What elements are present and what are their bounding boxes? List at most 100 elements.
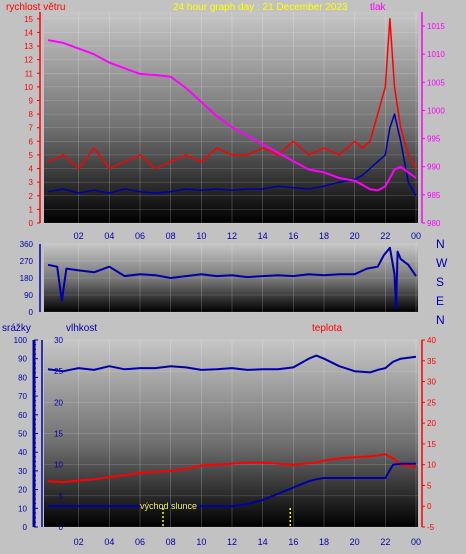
rain-tick-80: 80	[18, 373, 27, 382]
rain-tick-70: 70	[18, 392, 27, 401]
pressure-tick-1000: 1000	[427, 106, 445, 115]
hour-tick-14: 14	[258, 537, 268, 547]
hour-tick-16: 16	[288, 231, 298, 241]
compass-letter-N: N	[436, 313, 445, 327]
wind-speed-tick-8: 8	[29, 110, 34, 119]
wind-direction-series	[47, 246, 417, 310]
hour-tick-10: 10	[196, 231, 206, 241]
temperature-tick-20: 20	[427, 419, 436, 428]
pressure-tick-985: 985	[427, 191, 441, 200]
wind-direction-ticks: 0 90 180 270 360	[20, 240, 34, 317]
hour-tick-22: 22	[380, 231, 390, 241]
pressure-tick-1015: 1015	[427, 22, 445, 31]
wind-speed-tick-10: 10	[24, 83, 33, 92]
wind-direction-series	[47, 246, 417, 310]
wind-speed-tick-11: 11	[25, 69, 34, 78]
rain-ticks: 0 10 20 30 40 50 60 70 80 90 100	[14, 336, 38, 532]
wind-gust-series	[47, 18, 417, 170]
temperature-tick-35: 35	[427, 357, 436, 366]
humidity-tick-5: 5	[59, 492, 64, 501]
hour-tick-12: 12	[227, 537, 237, 547]
wind-direction-tick-0: 0	[29, 308, 34, 317]
humidity-tick-20: 20	[54, 398, 63, 407]
temperature-ticks: -5 0 5 10 15 20 25 30 35 40	[422, 336, 436, 532]
rain-tick-0: 0	[23, 523, 28, 532]
hour-tick-06: 06	[135, 537, 145, 547]
temperature-tick--5: -5	[427, 523, 435, 532]
hour-tick-20: 20	[350, 537, 360, 547]
temperature-tick-25: 25	[427, 398, 436, 407]
humidity-tick-0: 0	[59, 523, 64, 532]
rain-tick-100: 100	[14, 336, 28, 345]
rain-tick-20: 20	[18, 486, 27, 495]
wind-speed-tick-2: 2	[29, 192, 34, 201]
wind-pressure-series	[47, 18, 417, 197]
hour-tick-18: 18	[319, 231, 329, 241]
rain-tick-60: 60	[18, 411, 27, 420]
graph-title: 24 hour graph day : 21 December 2023	[173, 2, 348, 13]
temperature-tick-0: 0	[427, 502, 432, 511]
wind-pressure-grid	[44, 12, 418, 224]
hour-tick-22: 22	[380, 537, 390, 547]
wind-speed-tick-7: 7	[29, 124, 34, 133]
wind-direction-tick-360: 360	[20, 240, 34, 249]
humidity-tick-30: 30	[54, 336, 63, 345]
wind-speed-tick-1: 1	[29, 205, 34, 214]
hour-tick-04: 04	[104, 231, 114, 241]
wind-speed-tick-3: 3	[29, 178, 34, 187]
temperature-tick-40: 40	[427, 336, 436, 345]
rain-tick-90: 90	[18, 355, 27, 364]
hour-tick-08: 08	[166, 231, 176, 241]
hour-tick-16: 16	[288, 537, 298, 547]
pressure-series	[47, 39, 417, 192]
humidity-tick-25: 25	[54, 367, 63, 376]
compass-letter-S: S	[436, 275, 444, 289]
temperature-tick-10: 10	[427, 461, 436, 470]
hour-axis-bottom: 02 04 06 08 10 12 14 16 18 20 22 00	[74, 537, 421, 547]
rain-tick-50: 50	[18, 430, 27, 439]
pressure-tick-1005: 1005	[427, 78, 445, 87]
hour-tick-02: 02	[74, 231, 84, 241]
rain-tick-10: 10	[18, 504, 27, 513]
compass-letter-N: N	[436, 237, 445, 251]
hour-tick-12: 12	[227, 231, 237, 241]
humidity-tick-10: 10	[54, 461, 63, 470]
wind-speed-axis-label: rychlost větru	[6, 2, 65, 13]
pressure-ticks: 980 985 990 995 1000 1005 1010 1015	[422, 22, 445, 228]
hour-tick-06: 06	[135, 231, 145, 241]
humidity-temperature-series	[47, 354, 417, 527]
hour-tick-08: 08	[166, 537, 176, 547]
rain-tick-40: 40	[18, 448, 27, 457]
hour-tick-02: 02	[74, 537, 84, 547]
humidity-ticks: 0 5 10 15 20 25 30	[54, 336, 63, 532]
wind-speed-tick-15: 15	[24, 15, 33, 24]
wind-speed-tick-4: 4	[29, 165, 34, 174]
temperature-tick-30: 30	[427, 378, 436, 387]
wind-speed-tick-14: 14	[24, 28, 33, 37]
pressure-tick-980: 980	[427, 219, 441, 228]
wind-speed-tick-0: 0	[29, 219, 34, 228]
pressure-axis-label: tlak	[370, 2, 387, 13]
hour-axis-top: 02 04 06 08 10 12 14 16 18 20 22 00	[74, 231, 421, 241]
wind-direction-tick-180: 180	[20, 274, 34, 283]
temperature-tick-15: 15	[427, 440, 436, 449]
humidity-axis-label: vlhkost	[66, 323, 97, 334]
hour-tick-18: 18	[319, 537, 329, 547]
hour-tick-20: 20	[350, 231, 360, 241]
rain-tick-30: 30	[18, 467, 27, 476]
hour-tick-00: 00	[411, 231, 421, 241]
temperature-tick-5: 5	[427, 481, 432, 490]
wind-direction-tick-270: 270	[20, 257, 34, 266]
wind-speed-tick-12: 12	[24, 56, 33, 65]
pressure-tick-995: 995	[427, 135, 441, 144]
temperature-axis-label: teplota	[312, 323, 342, 334]
compass-letter-W: W	[436, 256, 448, 270]
humidity-temperature-panel: 0 10 20 30 40 50 60 70 80 90 100 0 5 10 15 20 25 30 -5 0 5…	[14, 336, 437, 532]
wind-direction-plot-area	[44, 244, 418, 312]
pressure-tick-1010: 1010	[427, 50, 445, 59]
humidity-tick-15: 15	[54, 430, 63, 439]
